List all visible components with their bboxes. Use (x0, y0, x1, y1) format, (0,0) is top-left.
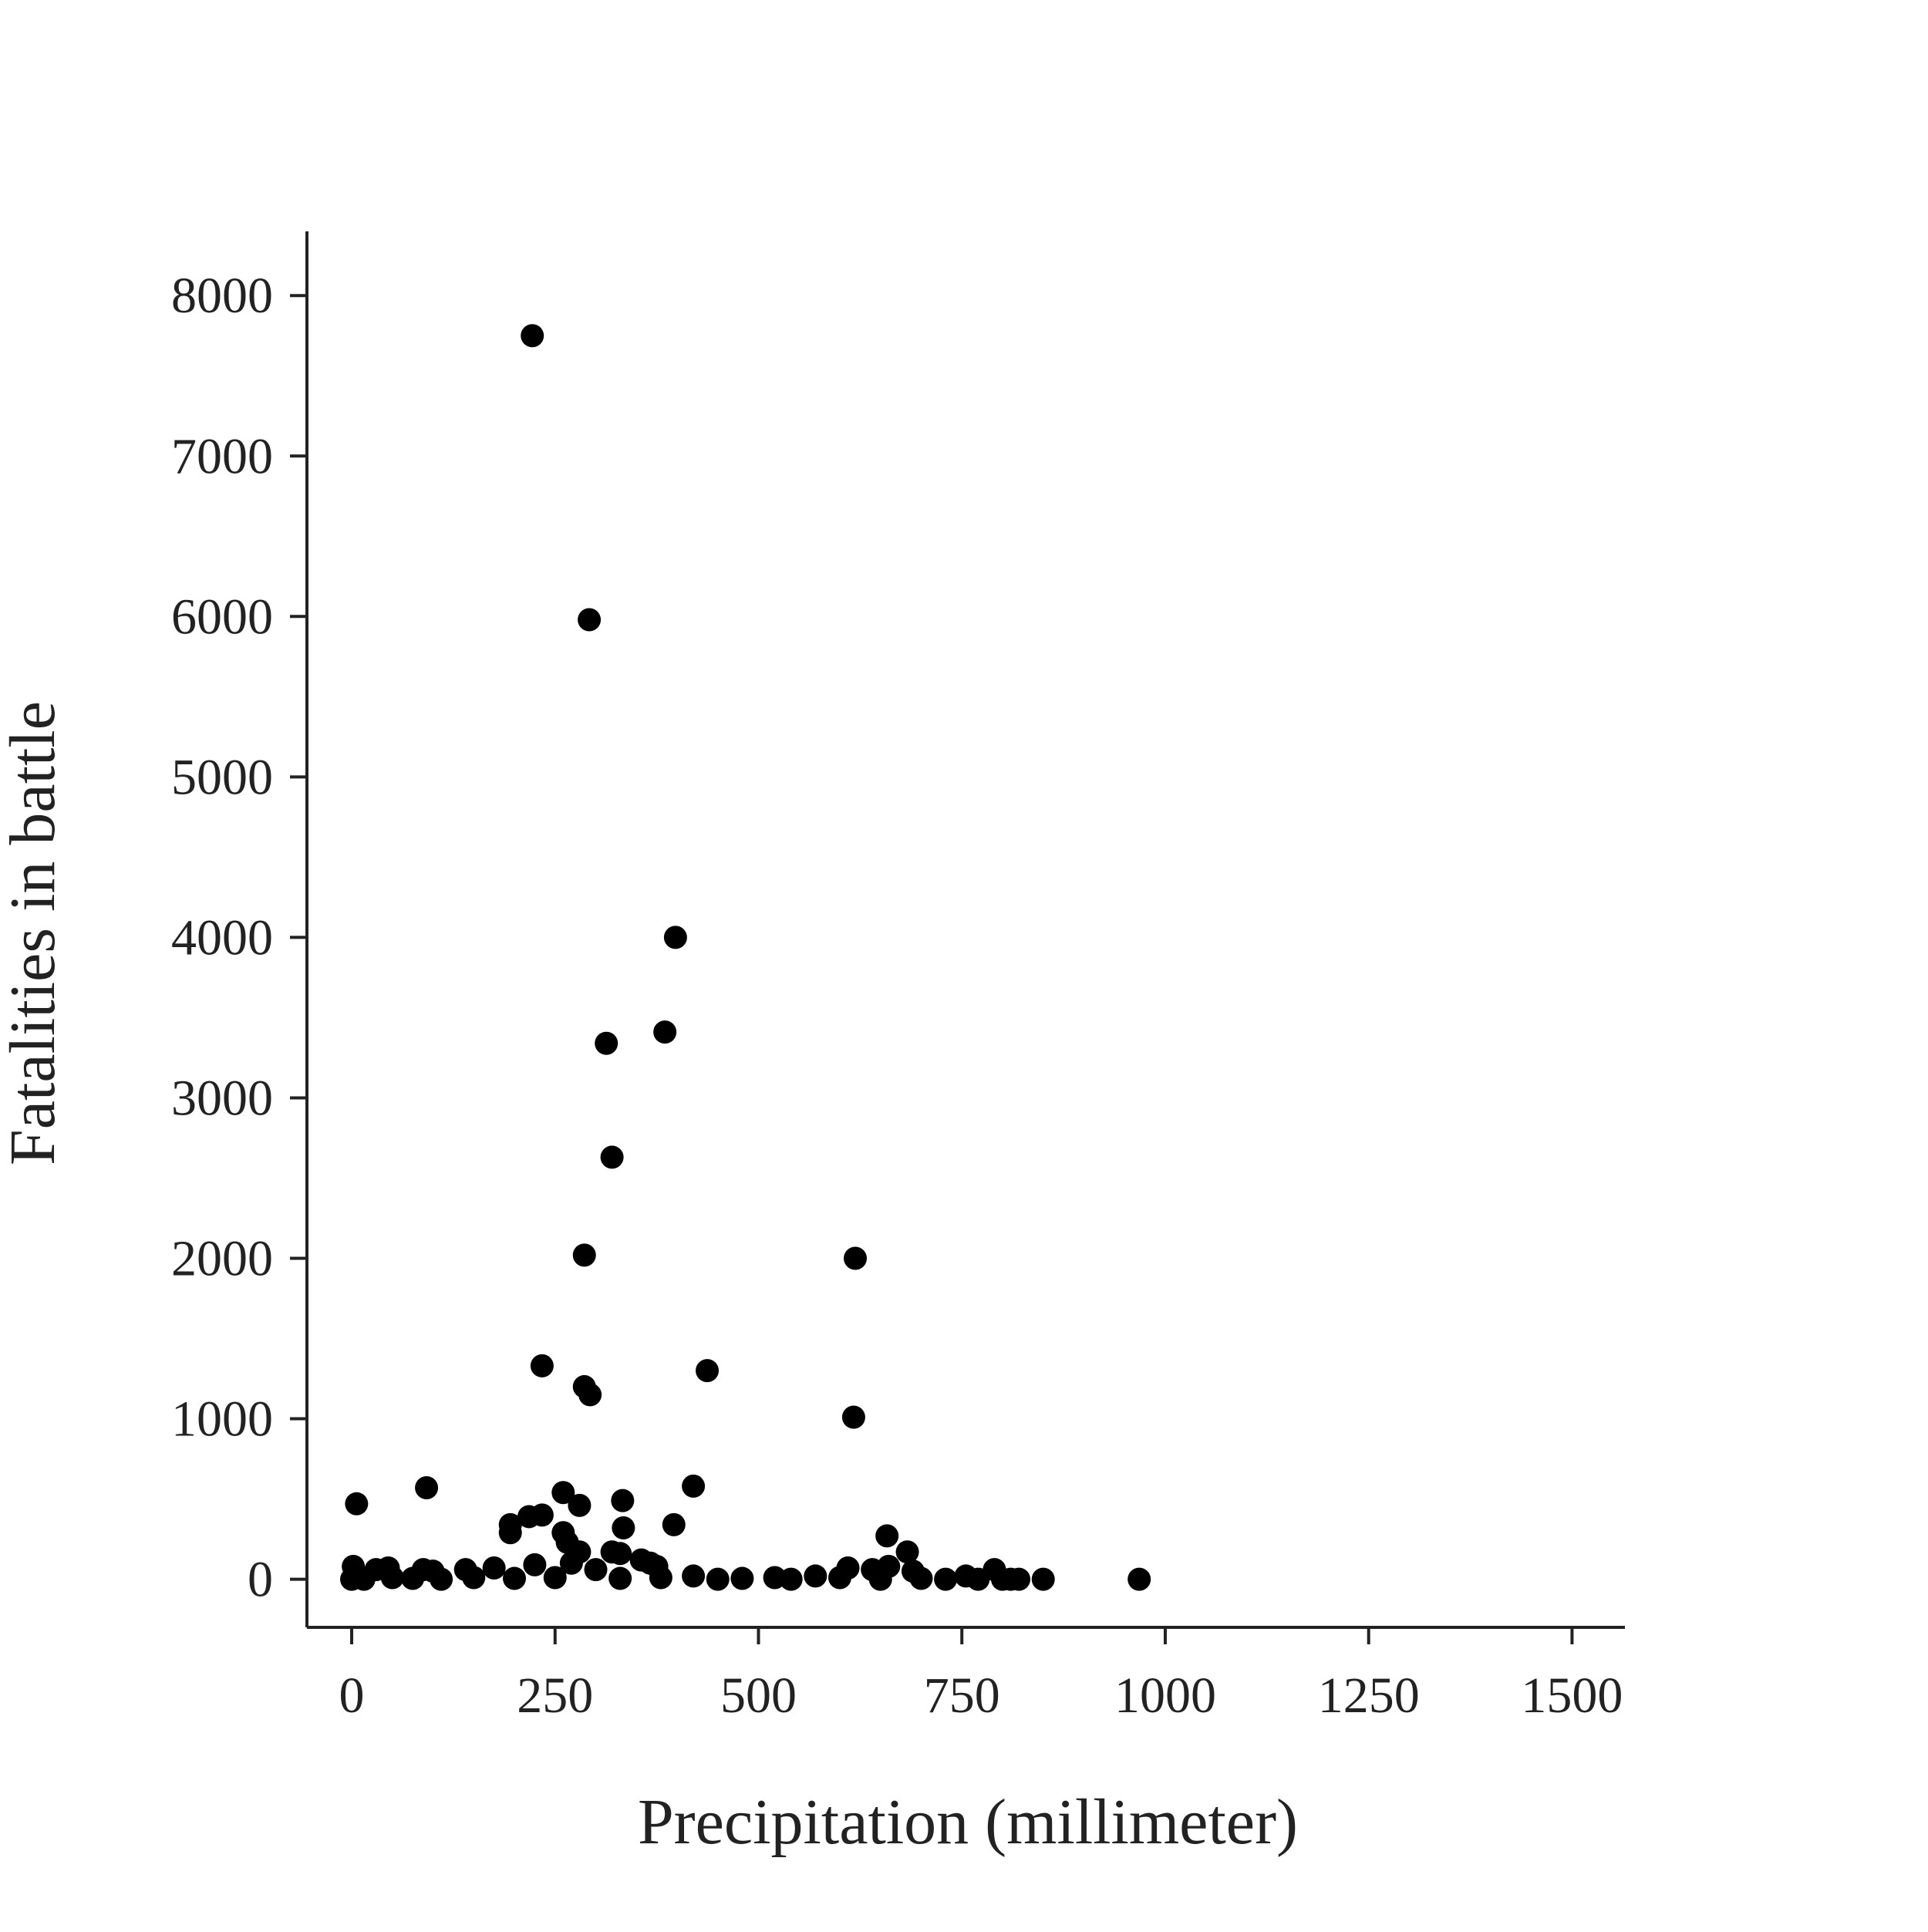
y-tick-label: 8000 (171, 268, 273, 324)
data-point (572, 1243, 596, 1267)
data-point (551, 1481, 575, 1505)
y-tick-label: 5000 (171, 749, 273, 805)
data-point (649, 1566, 672, 1590)
data-point (909, 1566, 933, 1590)
x-tick-label: 0 (339, 1667, 365, 1724)
x-tick-label: 1000 (1114, 1667, 1216, 1724)
data-point (521, 324, 544, 348)
x-tick-label: 500 (720, 1667, 797, 1724)
data-point (608, 1566, 632, 1590)
data-point (578, 608, 602, 632)
data-point (827, 1566, 851, 1590)
data-point (430, 1567, 453, 1591)
data-point (415, 1476, 439, 1499)
x-tick-label: 250 (517, 1667, 593, 1724)
data-point (352, 1567, 376, 1591)
data-point (380, 1566, 404, 1590)
y-tick-label: 0 (248, 1552, 273, 1608)
y-tick-label: 3000 (171, 1070, 273, 1126)
y-tick-label: 1000 (171, 1391, 273, 1448)
y-tick-label: 2000 (171, 1230, 273, 1286)
data-point (895, 1540, 919, 1564)
y-axis-title: Fatalities in battle (0, 701, 69, 1165)
x-tick-label: 750 (924, 1667, 1000, 1724)
data-point (1007, 1567, 1031, 1591)
data-point (530, 1503, 554, 1527)
data-point (868, 1567, 892, 1591)
data-point (568, 1493, 592, 1517)
data-point (696, 1359, 720, 1383)
data-point (730, 1566, 754, 1590)
data-point (682, 1474, 706, 1498)
data-point (706, 1567, 730, 1591)
data-point (804, 1564, 827, 1588)
data-point (1127, 1567, 1151, 1591)
data-point (530, 1354, 554, 1377)
data-point (600, 1145, 624, 1169)
data-point (543, 1566, 567, 1590)
data-point (682, 1564, 706, 1588)
data-point (612, 1516, 635, 1540)
data-point (663, 926, 687, 949)
y-tick-label: 6000 (171, 588, 273, 645)
axes (290, 231, 1625, 1644)
data-point (595, 1031, 619, 1055)
labels: Precipitation (millimeter) Fatalities in… (0, 268, 1623, 1858)
data-point (523, 1553, 547, 1576)
data-point (841, 1405, 865, 1429)
data-points (340, 324, 1151, 1591)
data-point (578, 1383, 602, 1407)
data-point (559, 1551, 583, 1575)
y-tick-label: 4000 (171, 909, 273, 966)
data-point (401, 1566, 425, 1590)
data-point (482, 1556, 506, 1580)
data-point (875, 1524, 899, 1548)
x-tick-label: 1500 (1521, 1667, 1623, 1724)
data-point (662, 1512, 686, 1536)
data-point (345, 1492, 369, 1516)
x-axis-title: Precipitation (millimeter) (638, 1786, 1298, 1858)
data-point (498, 1521, 522, 1545)
data-point (503, 1566, 527, 1590)
data-point (779, 1567, 803, 1591)
data-point (611, 1489, 635, 1512)
data-point (1031, 1567, 1055, 1591)
data-point (462, 1566, 486, 1590)
data-point (584, 1558, 608, 1582)
data-point (608, 1542, 632, 1566)
data-point (966, 1567, 990, 1591)
data-point (653, 1020, 677, 1044)
y-tick-label: 7000 (171, 428, 273, 484)
x-tick-label: 1250 (1318, 1667, 1420, 1724)
data-point (844, 1246, 868, 1270)
data-point (934, 1567, 958, 1591)
